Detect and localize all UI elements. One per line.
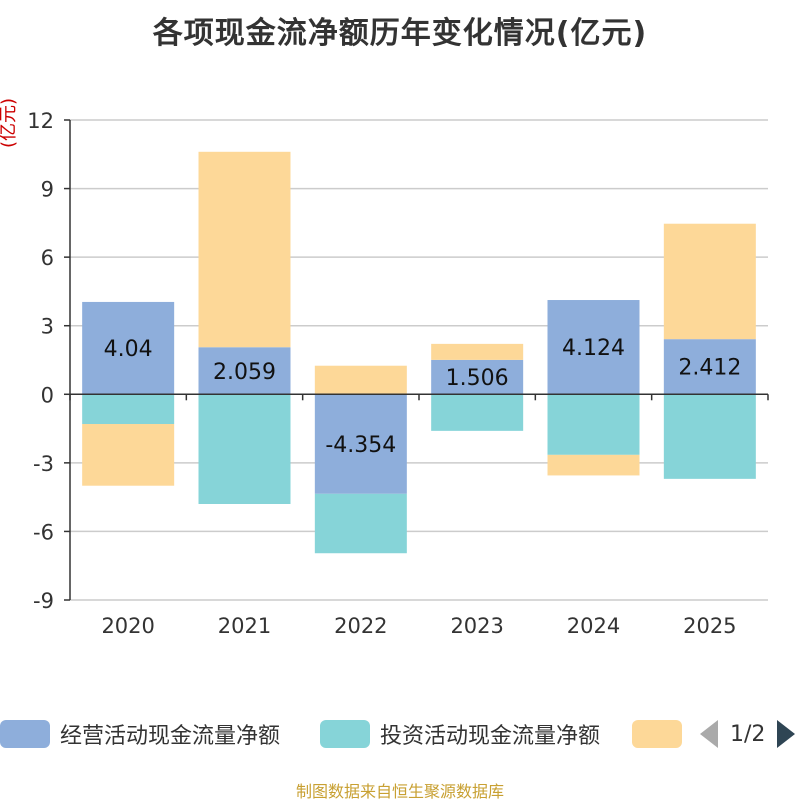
data-source-note: 制图数据来自恒生聚源数据库 [295,782,504,801]
bar-series2-2025 [663,223,756,340]
bar-series1-2023 [431,394,524,431]
data-label-2020: 4.04 [104,337,153,362]
legend-item-third-series[interactable] [632,718,692,750]
data-label-2025: 2.412 [678,356,741,381]
y-tick-label--6: -6 [33,520,54,544]
data-label-2021: 2.059 [213,360,276,385]
chart-title: 各项现金流净额历年变化情况(亿元) [152,16,648,51]
bar-series1-2024 [547,394,640,455]
legend-pager: 1/2 [700,718,796,750]
y-tick-label-0: 0 [41,383,54,407]
bar-series2-2021 [198,151,291,348]
legend-swatch-investing [320,720,370,748]
bar-series0-2020 [82,301,175,395]
legend-swatch-operating [0,720,50,748]
y-tick-label-12: 12 [27,109,54,133]
legend-label-operating: 经营活动现金流量净额 [60,724,281,749]
bar-series2-2023 [431,343,524,360]
bar-series0-2025 [663,339,756,395]
bar-series0-2024 [547,300,640,395]
bar-series1-2025 [663,394,756,479]
x-tick-label-2022: 2022 [334,614,387,638]
legend: 经营活动现金流量净额 投资活动现金流量净额 1/2 [0,716,800,752]
legend-swatch-third-series [632,720,682,748]
data-label-2022: -4.354 [325,433,396,458]
legend-item-operating[interactable]: 经营活动现金流量净额 [0,718,280,750]
x-tick-label-2025: 2025 [683,614,736,638]
y-axis-unit-label: (亿元) [0,97,19,148]
y-tick-label--9: -9 [33,589,54,613]
bar-series2-2022 [314,365,407,395]
legend-label-investing: 投资活动现金流量净额 [380,724,601,749]
bar-series1-2021 [198,394,291,504]
legend-next-page-icon[interactable] [777,720,796,748]
bar-series2-2024 [547,454,640,476]
data-label-2023: 1.506 [446,366,509,391]
x-tick-label-2023: 2023 [450,614,503,638]
bar-series0-2023 [431,359,524,395]
x-tick-label-2021: 2021 [218,614,271,638]
y-tick-label-6: 6 [41,246,54,270]
legend-page-indicator: 1/2 [730,721,766,747]
y-tick-label-3: 3 [41,315,54,339]
bar-series1-2020 [82,394,175,424]
x-tick-label-2020: 2020 [101,614,154,638]
data-label-2024: 4.124 [562,336,625,361]
legend-prev-page-icon[interactable] [700,720,718,748]
bar-series0-2021 [198,347,291,395]
y-tick-label-9: 9 [41,178,54,202]
bar-series1-2022 [314,493,407,554]
x-tick-label-2024: 2024 [567,614,620,638]
bar-series0-2022 [314,394,407,494]
y-tick-label--3: -3 [33,452,54,476]
bar-series2-2020 [82,424,175,486]
legend-item-investing[interactable]: 投资活动现金流量净额 [320,718,600,750]
